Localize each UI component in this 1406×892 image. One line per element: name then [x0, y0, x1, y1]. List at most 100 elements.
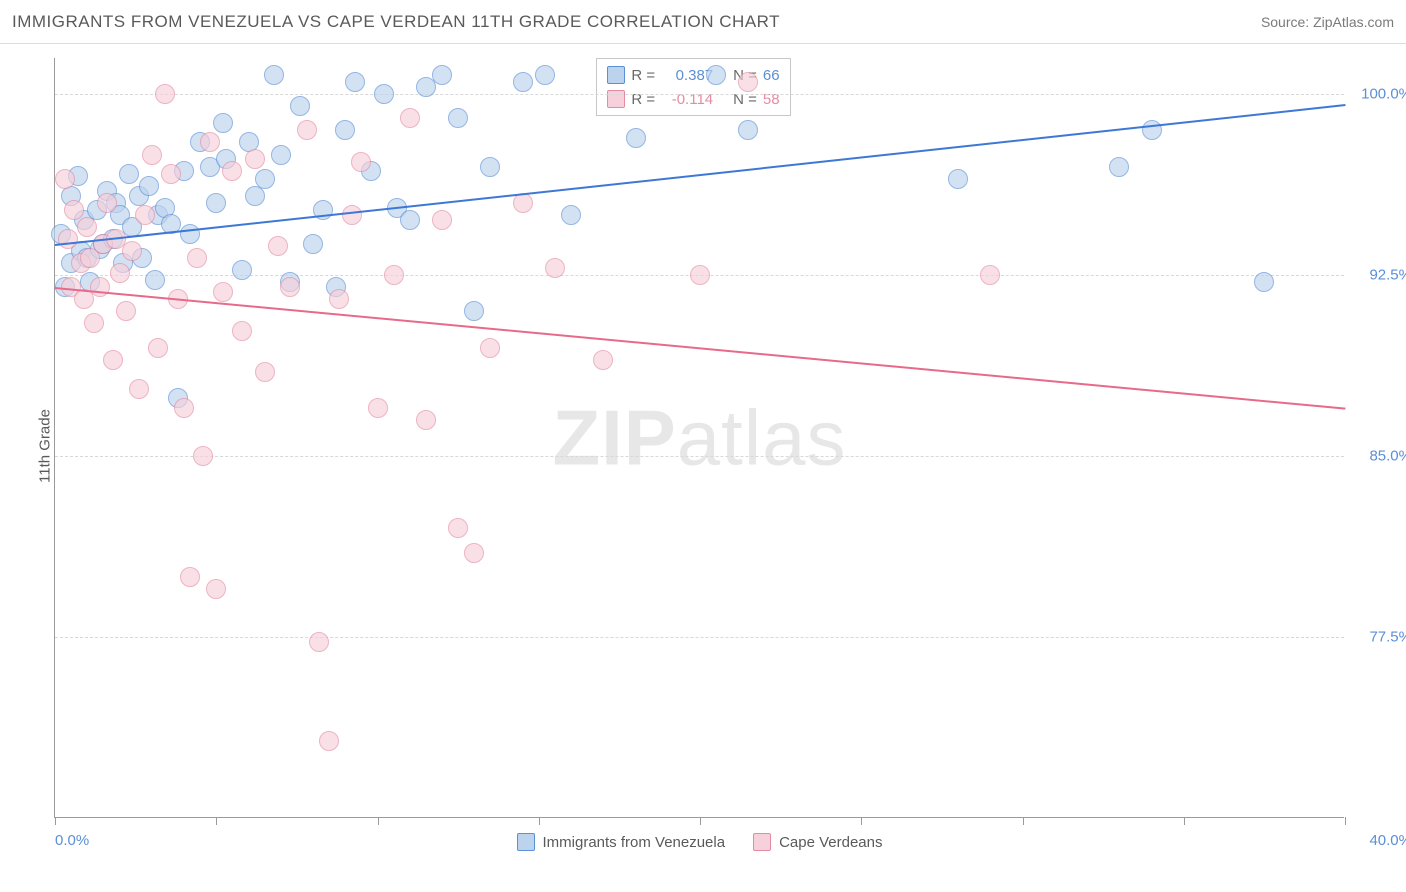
stats-row: R = -0.114 N = 58: [607, 87, 779, 111]
source-value: ZipAtlas.com: [1313, 14, 1394, 30]
x-tick: [378, 817, 379, 825]
series-legend: Immigrants from Venezuela Cape Verdeans: [517, 833, 883, 851]
y-tick-label: 100.0%: [1352, 86, 1406, 103]
scatter-point: [948, 169, 968, 189]
y-axis-label: 11th Grade: [36, 409, 53, 483]
scatter-point: [980, 265, 1000, 285]
scatter-point: [513, 72, 533, 92]
scatter-point: [351, 152, 371, 172]
x-tick: [1345, 817, 1346, 825]
scatter-point: [139, 176, 159, 196]
scatter-point: [213, 282, 233, 302]
scatter-point: [561, 205, 581, 225]
scatter-point: [213, 113, 233, 133]
scatter-point: [345, 72, 365, 92]
legend-item: Immigrants from Venezuela: [517, 833, 726, 851]
scatter-point: [90, 277, 110, 297]
x-tick: [539, 817, 540, 825]
legend-swatch: [607, 90, 625, 108]
scatter-point: [268, 236, 288, 256]
scatter-point: [374, 84, 394, 104]
scatter-point: [535, 65, 555, 85]
x-tick: [55, 817, 56, 825]
y-tick-label: 92.5%: [1352, 267, 1406, 284]
scatter-point: [180, 224, 200, 244]
scatter-point: [110, 263, 130, 283]
scatter-point: [738, 72, 758, 92]
scatter-point: [200, 132, 220, 152]
legend-swatch: [607, 66, 625, 84]
y-tick-label: 77.5%: [1352, 629, 1406, 646]
scatter-point: [122, 241, 142, 261]
scatter-point: [480, 157, 500, 177]
trendline: [55, 104, 1345, 246]
x-tick: [1023, 817, 1024, 825]
scatter-point: [119, 164, 139, 184]
chart-title: IMMIGRANTS FROM VENEZUELA VS CAPE VERDEA…: [12, 12, 780, 32]
scatter-point: [148, 338, 168, 358]
x-tick: [861, 817, 862, 825]
scatter-point: [400, 210, 420, 230]
scatter-point: [738, 120, 758, 140]
stats-legend: R =0.387N =66R =-0.114N =58: [596, 58, 790, 116]
x-tick: [216, 817, 217, 825]
scatter-point: [309, 632, 329, 652]
scatter-point: [448, 518, 468, 538]
scatter-point: [384, 265, 404, 285]
x-axis-max-label: 40.0%: [1369, 832, 1406, 849]
scatter-point: [255, 169, 275, 189]
scatter-point: [264, 65, 284, 85]
scatter-point: [416, 410, 436, 430]
n-value: 58: [763, 91, 780, 108]
scatter-point: [290, 96, 310, 116]
scatter-point: [232, 260, 252, 280]
scatter-point: [271, 145, 291, 165]
scatter-point: [135, 205, 155, 225]
scatter-point: [432, 210, 452, 230]
scatter-point: [55, 169, 75, 189]
scatter-point: [1254, 272, 1274, 292]
scatter-point: [448, 108, 468, 128]
r-equals: R =: [631, 91, 655, 108]
legend-label: Immigrants from Venezuela: [543, 834, 726, 851]
scatter-point: [145, 270, 165, 290]
y-tick-label: 85.0%: [1352, 448, 1406, 465]
r-value: -0.114: [661, 91, 713, 108]
scatter-point: [626, 128, 646, 148]
r-equals: R =: [631, 67, 655, 84]
scatter-point: [464, 301, 484, 321]
scatter-point: [155, 84, 175, 104]
scatter-point: [245, 186, 265, 206]
trendline: [55, 287, 1345, 410]
x-tick: [700, 817, 701, 825]
gridline: [55, 637, 1344, 638]
scatter-point: [174, 398, 194, 418]
scatter-point: [84, 313, 104, 333]
plot-area: ZIPatlas R =0.387N =66R =-0.114N =58 Imm…: [54, 58, 1344, 818]
scatter-point: [280, 277, 300, 297]
scatter-point: [245, 149, 265, 169]
n-equals: N =: [733, 91, 757, 108]
scatter-point: [690, 265, 710, 285]
watermark-zip: ZIP: [552, 393, 676, 481]
scatter-point: [206, 579, 226, 599]
scatter-point: [706, 65, 726, 85]
scatter-point: [368, 398, 388, 418]
scatter-point: [193, 446, 213, 466]
scatter-point: [103, 350, 123, 370]
scatter-point: [58, 229, 78, 249]
gridline: [55, 456, 1344, 457]
n-value: 66: [763, 67, 780, 84]
scatter-point: [303, 234, 323, 254]
scatter-point: [297, 120, 317, 140]
scatter-point: [206, 193, 226, 213]
scatter-point: [480, 338, 500, 358]
scatter-point: [335, 120, 355, 140]
scatter-point: [319, 731, 339, 751]
scatter-point: [222, 161, 242, 181]
scatter-point: [342, 205, 362, 225]
source-prefix: Source:: [1261, 14, 1313, 30]
scatter-point: [593, 350, 613, 370]
legend-item: Cape Verdeans: [753, 833, 882, 851]
scatter-point: [1109, 157, 1129, 177]
